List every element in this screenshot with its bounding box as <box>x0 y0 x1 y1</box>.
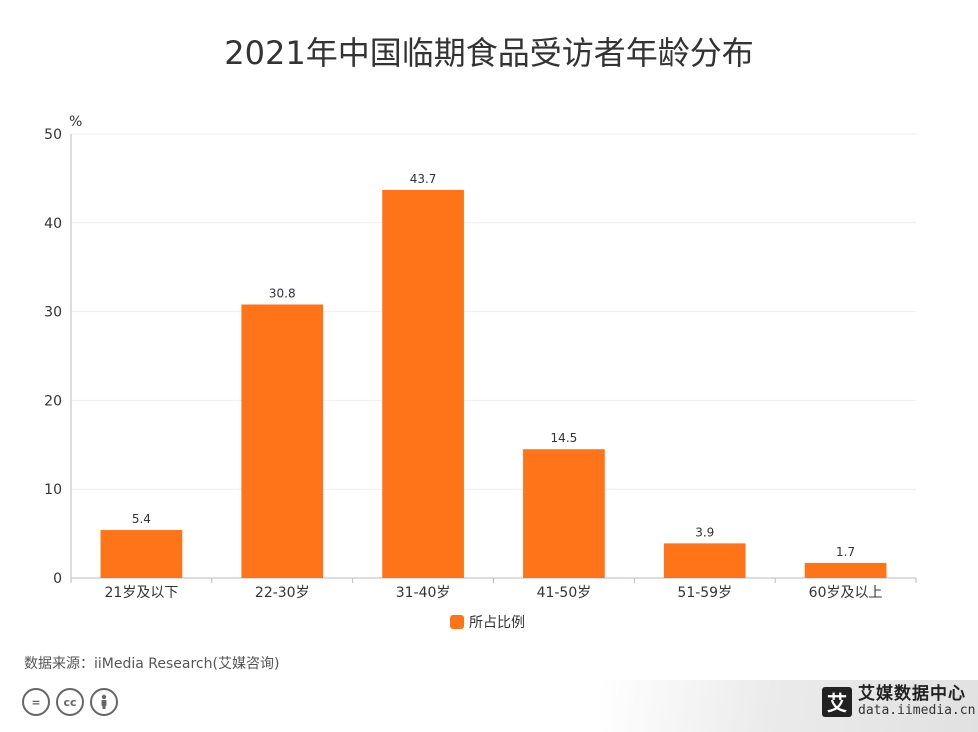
data-label: 43.7 <box>410 172 437 186</box>
legend-swatch <box>450 615 464 629</box>
x-tick-label: 51-59岁 <box>677 585 732 601</box>
bar-chart: 0 10 20 30 40 50% 5.4 21岁及以下 30.8 22-30岁 43.7 31-40… <box>44 114 917 631</box>
data-label: 14.5 <box>551 431 578 445</box>
bar <box>663 543 746 578</box>
y-axis-unit-label: % <box>69 114 82 130</box>
y-tick-label: 50 <box>44 127 62 143</box>
brand-logo-icon: 艾 <box>822 686 852 717</box>
y-tick-label: 0 <box>53 571 62 587</box>
y-tick-label: 30 <box>44 305 62 321</box>
x-tick-label: 60岁及以上 <box>809 585 883 601</box>
legend-label: 所占比例 <box>469 615 525 631</box>
bar <box>804 562 887 578</box>
source-note: 数据来源：iiMedia Research(艾媒咨询) <box>24 656 280 672</box>
person-icon <box>90 688 118 716</box>
y-tick-label: 20 <box>44 393 62 409</box>
bar <box>100 530 183 578</box>
bar <box>241 304 324 578</box>
y-tick-label: 40 <box>44 216 62 232</box>
x-tick-label: 41-50岁 <box>537 585 592 601</box>
bar <box>523 449 605 578</box>
brand-logo-block: 艾 艾媒数据中心 data.iimedia.cn <box>822 684 976 718</box>
equal-icon: = <box>22 688 50 716</box>
license-icons: = cc <box>22 688 118 716</box>
chart-title: 2021年中国临期食品受访者年龄分布 <box>224 34 754 72</box>
cc-icon: cc <box>56 688 84 716</box>
x-tick-label: 31-40岁 <box>396 585 451 601</box>
brand-name: 艾媒数据中心 <box>858 684 966 704</box>
data-label: 1.7 <box>836 545 855 559</box>
data-label: 3.9 <box>695 525 714 539</box>
x-tick-label: 22-30岁 <box>255 585 310 601</box>
bar <box>382 189 464 578</box>
brand-band <box>600 680 978 732</box>
x-tick-label: 21岁及以下 <box>105 585 179 601</box>
data-label: 5.4 <box>132 512 151 526</box>
data-label: 30.8 <box>269 286 296 300</box>
brand-url: data.iimedia.cn <box>858 702 976 718</box>
y-tick-label: 10 <box>44 482 62 498</box>
